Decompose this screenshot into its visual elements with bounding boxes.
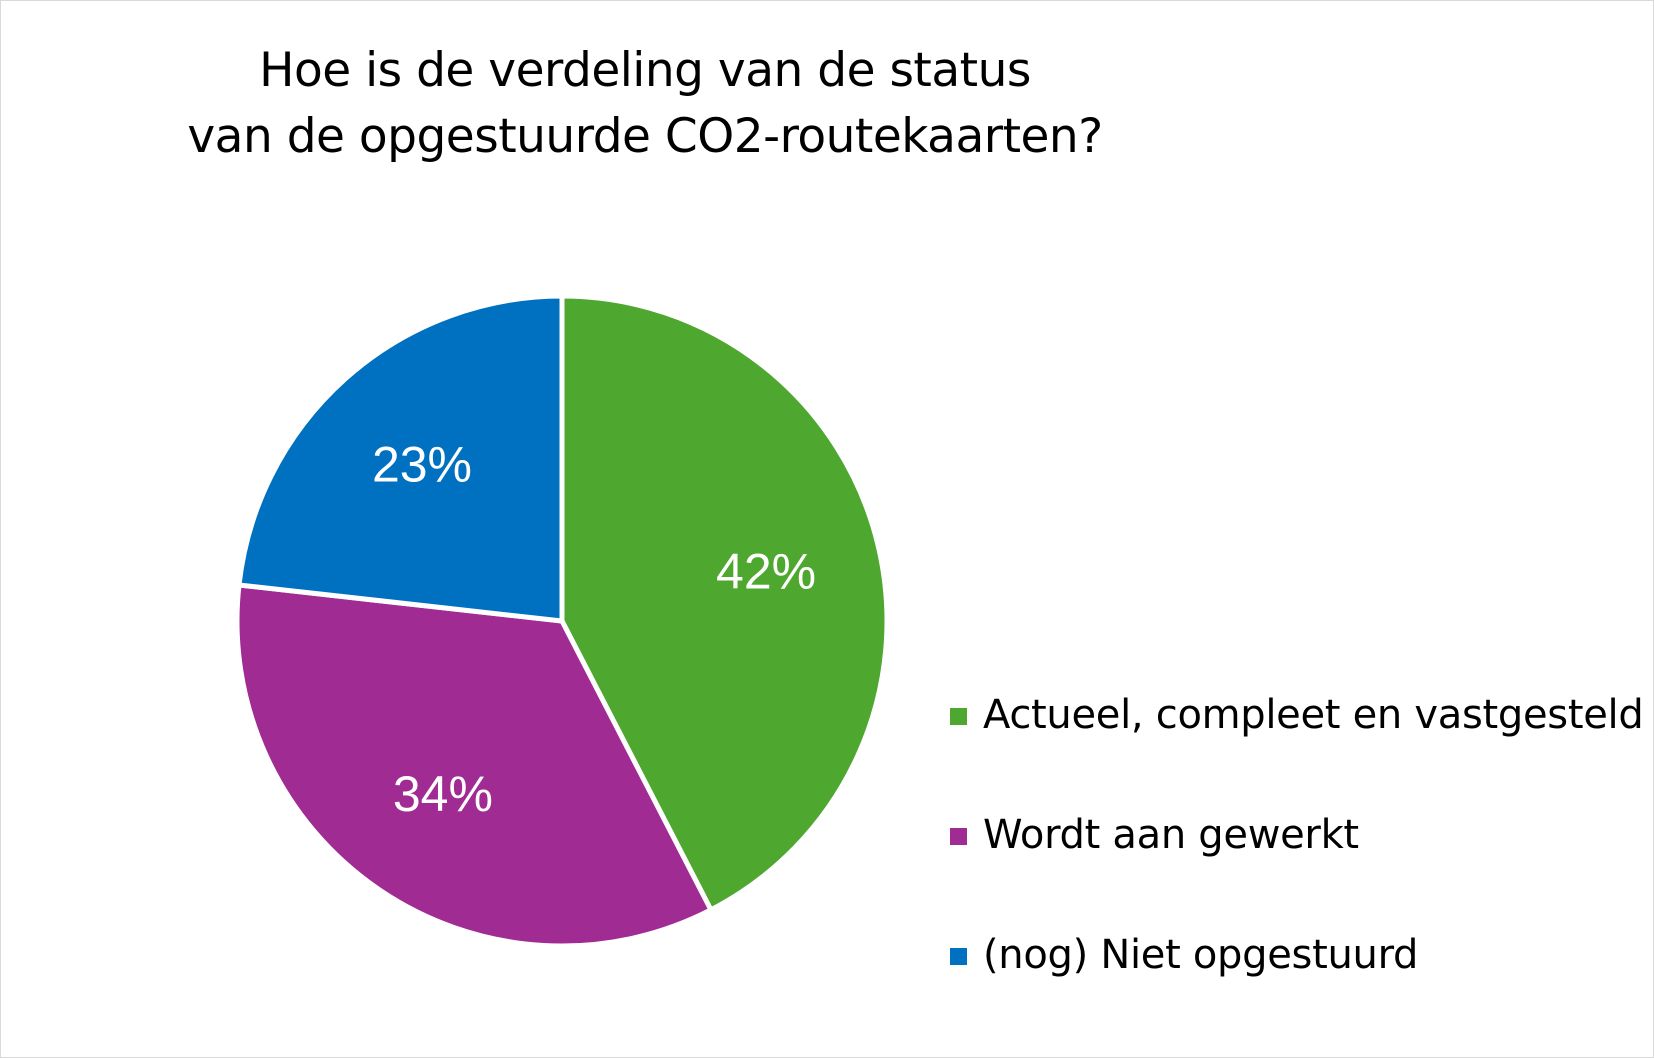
data-label-niet-opgestuurd: 23% (372, 436, 472, 492)
pie-slices (234, 293, 890, 949)
chart-title: Hoe is de verdeling van de status van de… (90, 38, 1200, 170)
legend-label-niet-opgestuurd: (nog) Niet opgestuurd (983, 932, 1419, 978)
data-label-actueel: 42% (716, 543, 816, 599)
chart-title-line-1: Hoe is de verdeling van de status (259, 43, 1031, 98)
legend-label-actueel: Actueel, compleet en vastgesteld (983, 692, 1644, 738)
pie-data-labels: 42% 34% 23% (372, 436, 816, 821)
pie-slice-niet-opgestuurd (236, 293, 565, 624)
pie-slice-gewerkt (234, 582, 714, 949)
data-label-gewerkt: 34% (393, 766, 493, 822)
legend-label-gewerkt: Wordt aan gewerkt (983, 812, 1359, 858)
legend-swatch-niet-opgestuurd (950, 948, 967, 965)
legend-swatch-actueel (950, 708, 967, 725)
pie-slice-actueel (559, 293, 890, 913)
legend-swatch-gewerkt (950, 828, 967, 845)
chart-title-line-2: van de opgestuurde CO2-routekaarten? (187, 109, 1103, 164)
